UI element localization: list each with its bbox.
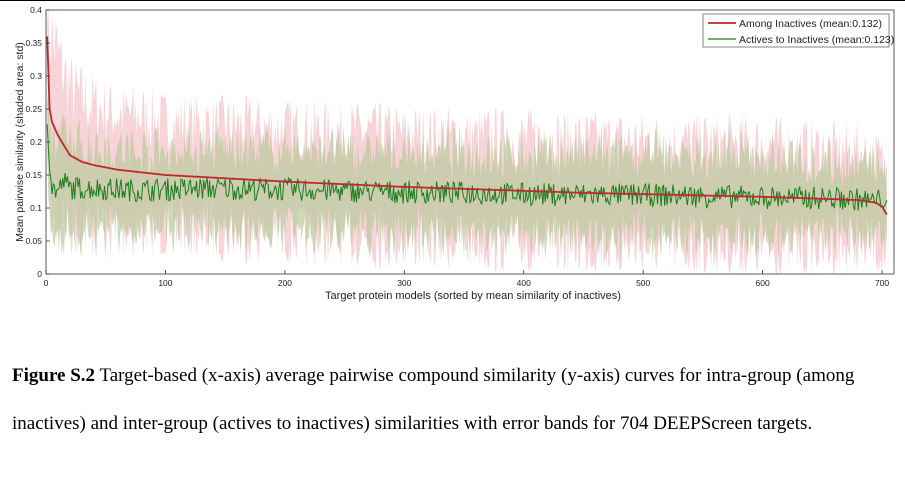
legend-box [702, 13, 890, 48]
caption-label: Figure S.2 [12, 365, 96, 386]
y-tick-label: 0.05 [25, 236, 42, 246]
legend-label-actives-to-inactives: Actives to Inactives (mean:0.123) [739, 34, 894, 46]
x-axis-label: Target protein models (sorted by mean si… [325, 290, 621, 302]
y-tick-label: 0.35 [25, 38, 42, 48]
x-tick-label: 200 [278, 278, 292, 288]
x-tick-label: 100 [158, 278, 172, 288]
error-bands [47, 10, 887, 274]
top-rule [0, 0, 905, 1]
y-tick-label: 0 [37, 269, 42, 279]
series-line-1 [46, 124, 888, 211]
x-tick-label: 400 [517, 278, 531, 288]
figure-caption: Figure S.2 Target-based (x-axis) average… [12, 352, 892, 448]
legend-label-among-inactives: Among Inactives (mean:0.132) [739, 18, 882, 30]
series-lines [46, 36, 888, 216]
y-tick-label: 0.1 [30, 203, 42, 213]
x-tick-label: 300 [397, 278, 411, 288]
x-tick-label: 500 [636, 278, 650, 288]
x-tick-label: 0 [44, 278, 49, 288]
series-line-0 [46, 36, 888, 216]
caption-text: Target-based (x-axis) average pairwise c… [12, 365, 855, 434]
x-axis-ticks: 0 100 200 300 400 500 600 700 [44, 270, 889, 288]
y-tick-label: 0.15 [25, 170, 42, 180]
y-axis-label: Mean pairwise similarity (shaded area: s… [14, 42, 26, 242]
similarity-chart: 0 100 200 300 400 500 600 700 0 0.05 0.1 0.15 0.2 0.… [14, 5, 895, 302]
y-tick-label: 0.3 [30, 71, 42, 81]
y-axis-ticks: 0 0.05 0.1 0.15 0.2 0.25 0.3 0.35 0.4 [25, 5, 50, 279]
y-tick-label: 0.2 [30, 137, 42, 147]
error-band-1 [47, 97, 887, 263]
legend: Among Inactives (mean:0.132) Actives to … [702, 13, 894, 48]
y-tick-label: 0.25 [25, 104, 42, 114]
y-tick-label: 0.4 [30, 5, 42, 15]
x-tick-label: 700 [875, 278, 889, 288]
x-tick-label: 600 [756, 278, 770, 288]
